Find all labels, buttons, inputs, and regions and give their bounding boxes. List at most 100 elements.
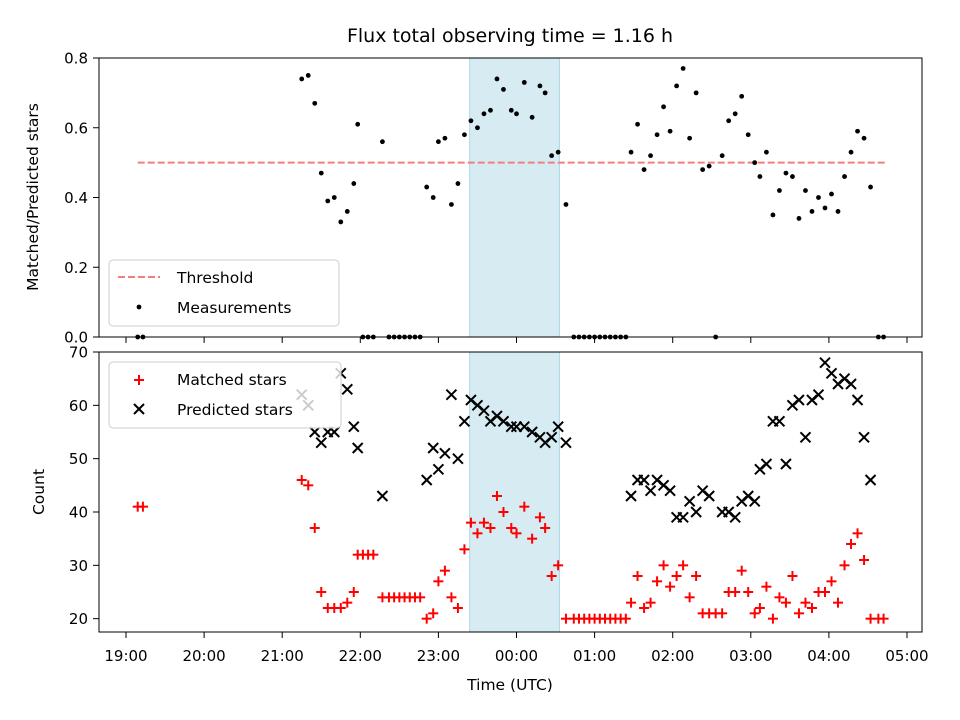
measurement-point (803, 188, 808, 193)
measurement-point (719, 153, 725, 159)
matched-star-point (540, 523, 551, 533)
predicted-star-point (638, 474, 650, 486)
matched-star-point (684, 592, 695, 603)
measurement-point (809, 209, 815, 214)
matched-star-point (833, 597, 844, 608)
predicted-star-point (845, 378, 857, 390)
measurement-point (739, 93, 745, 99)
x-tick-label: 23:00 (417, 647, 460, 665)
matched-star-point (459, 544, 470, 555)
measurement-point (436, 139, 441, 145)
predicted-star-point (309, 426, 321, 438)
matched-star-point (446, 592, 457, 603)
measurement-point (494, 76, 500, 82)
predicted-star-point (664, 484, 676, 497)
measurement-point (848, 149, 854, 155)
top-legend-box (108, 259, 340, 327)
predicted-star-point (864, 474, 877, 486)
matched-star-point (819, 587, 830, 597)
matched-star-point (527, 533, 538, 544)
predicted-star-point (552, 420, 564, 433)
matched-star-point (806, 603, 817, 613)
matched-star-point (665, 581, 676, 592)
measurement-point (331, 195, 337, 200)
predicted-star-point (458, 415, 471, 428)
measurement-point (555, 149, 561, 155)
top-legend: Threshold Measurements (108, 259, 340, 327)
matched-star-point (767, 613, 778, 624)
predicted-star-point (526, 426, 538, 438)
measurement-point (706, 163, 712, 169)
matched-star-point (348, 587, 359, 597)
predicted-star-point (851, 394, 864, 406)
x-tick-label: 21:00 (261, 647, 304, 665)
measurement-point (521, 80, 527, 85)
measurement-point (563, 202, 569, 207)
matched-stars-legend-swatch (134, 375, 144, 385)
matched-star-point (774, 592, 785, 603)
matched-star-point (433, 576, 444, 587)
predicted-star-point (427, 442, 439, 454)
matched-star-point (511, 528, 522, 539)
bottom-panel-y-axis: 20 30 40 50 60 70 (69, 344, 99, 628)
measurement-point (462, 132, 467, 138)
matched-star-point (678, 560, 689, 571)
measurement-point (752, 160, 758, 166)
matched-star-point (761, 581, 772, 592)
chart-title: Flux total observing time = 1.16 h (347, 25, 673, 47)
measurement-point (868, 184, 873, 190)
matched-star-point (826, 576, 837, 587)
measurement-point (481, 111, 487, 117)
x-tick-label: 02:00 (651, 647, 694, 665)
y-tick-label: 60 (69, 397, 88, 415)
measurement-point (514, 111, 519, 117)
matched-star-point (691, 571, 702, 581)
matched-star-point (519, 501, 530, 512)
matched-star-point (859, 555, 870, 565)
matched-star-point (749, 608, 760, 619)
matched-star-point (652, 576, 663, 587)
measurement-point (442, 135, 448, 141)
measurement-point (338, 219, 344, 225)
measurement-point (537, 83, 543, 89)
measurement-point (299, 76, 305, 82)
measurement-point (777, 188, 782, 193)
matched-star-point (485, 523, 496, 533)
measurement-point (726, 118, 732, 124)
matched-star-point (491, 491, 502, 501)
measurement-point (449, 202, 454, 207)
measurement-point (475, 125, 480, 131)
matched-star-point (780, 597, 791, 608)
y-tick-label: 0.8 (64, 50, 88, 68)
matched-star-point (465, 517, 476, 528)
bottom-legend: Matched stars Predicted stars (108, 361, 342, 429)
measurement-point (855, 128, 860, 134)
matched-star-point (639, 603, 650, 613)
measurement-point (829, 191, 834, 197)
matched-star-point (452, 603, 463, 613)
measurement-point (732, 111, 738, 117)
predicted-star-point (478, 404, 490, 417)
predicted-star-point (683, 495, 696, 508)
predicted-star-point (812, 388, 825, 401)
x-tick-label: 05:00 (885, 647, 928, 665)
measurement-point (351, 181, 357, 186)
predicted-star-point (799, 431, 812, 444)
matched-star-point (852, 528, 863, 539)
matched-star-point (793, 608, 804, 619)
measurement-point (508, 107, 514, 113)
matched-star-point (839, 560, 850, 571)
predicted-star-point (505, 420, 518, 433)
measurement-point (661, 104, 666, 110)
x-tick-label: 00:00 (495, 647, 538, 665)
matched-star-point (472, 528, 483, 539)
matched-star-point (717, 608, 728, 619)
matched-star-point (137, 501, 148, 512)
predicted-star-point (793, 394, 805, 406)
predicted-star-point (432, 463, 445, 476)
measurement-point (542, 90, 548, 96)
predicted-star-point (497, 415, 510, 428)
predicted-star-point (690, 506, 702, 518)
predicted-star-point (729, 511, 741, 524)
